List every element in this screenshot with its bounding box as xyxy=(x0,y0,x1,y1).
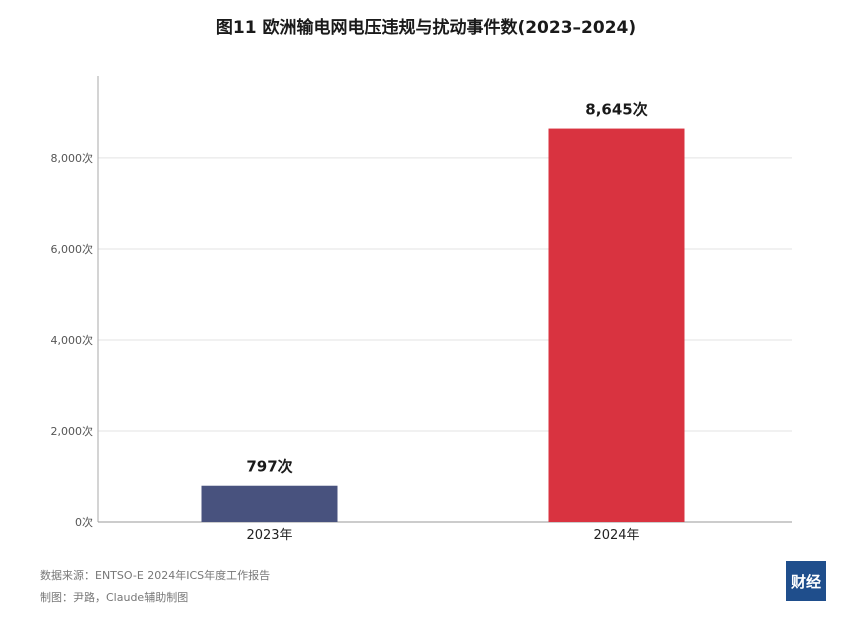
x-tick-label: 2023年 xyxy=(246,528,292,543)
y-tick-label: 0次 xyxy=(75,515,93,529)
y-tick-label: 6,000次 xyxy=(51,242,94,256)
chart-title: 图11 欧洲输电网电压违规与扰动事件数(2023–2024) xyxy=(215,18,637,38)
y-tick-label: 8,000次 xyxy=(51,151,94,165)
data-label: 8,645次 xyxy=(585,101,647,119)
y-tick-label: 2,000次 xyxy=(51,424,94,438)
x-tick-label: 2024年 xyxy=(593,528,639,543)
credit-note: 制图：尹路，Claude辅助制图 xyxy=(40,591,189,604)
data-label: 797次 xyxy=(246,458,292,476)
source-note: 数据来源：ENTSO-E 2024年ICS年度工作报告 xyxy=(40,569,271,582)
bar xyxy=(201,485,338,522)
publisher-logo: 财经 xyxy=(786,561,826,601)
bar xyxy=(548,128,685,523)
y-tick-label: 4,000次 xyxy=(51,333,94,347)
